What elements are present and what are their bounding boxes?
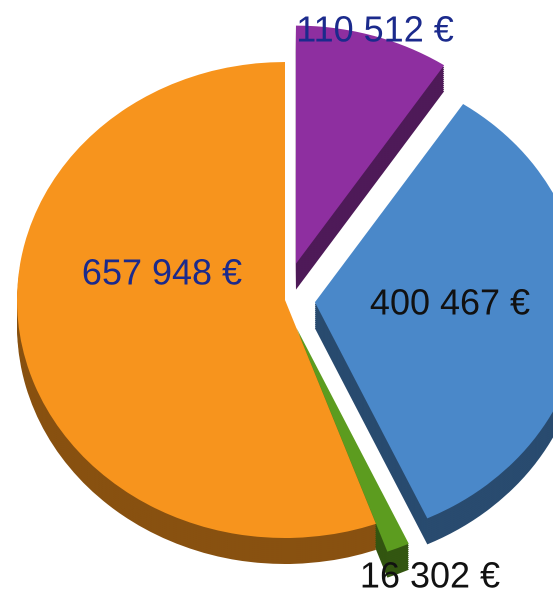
slice — [295, 25, 445, 264]
value-label: 657 948 € — [82, 252, 242, 293]
slice — [17, 62, 376, 538]
value-label: 16 302 € — [360, 555, 500, 596]
slice — [296, 327, 409, 552]
slice — [314, 103, 553, 519]
value-label: 110 512 € — [296, 9, 453, 50]
value-label: 400 467 € — [370, 282, 530, 323]
